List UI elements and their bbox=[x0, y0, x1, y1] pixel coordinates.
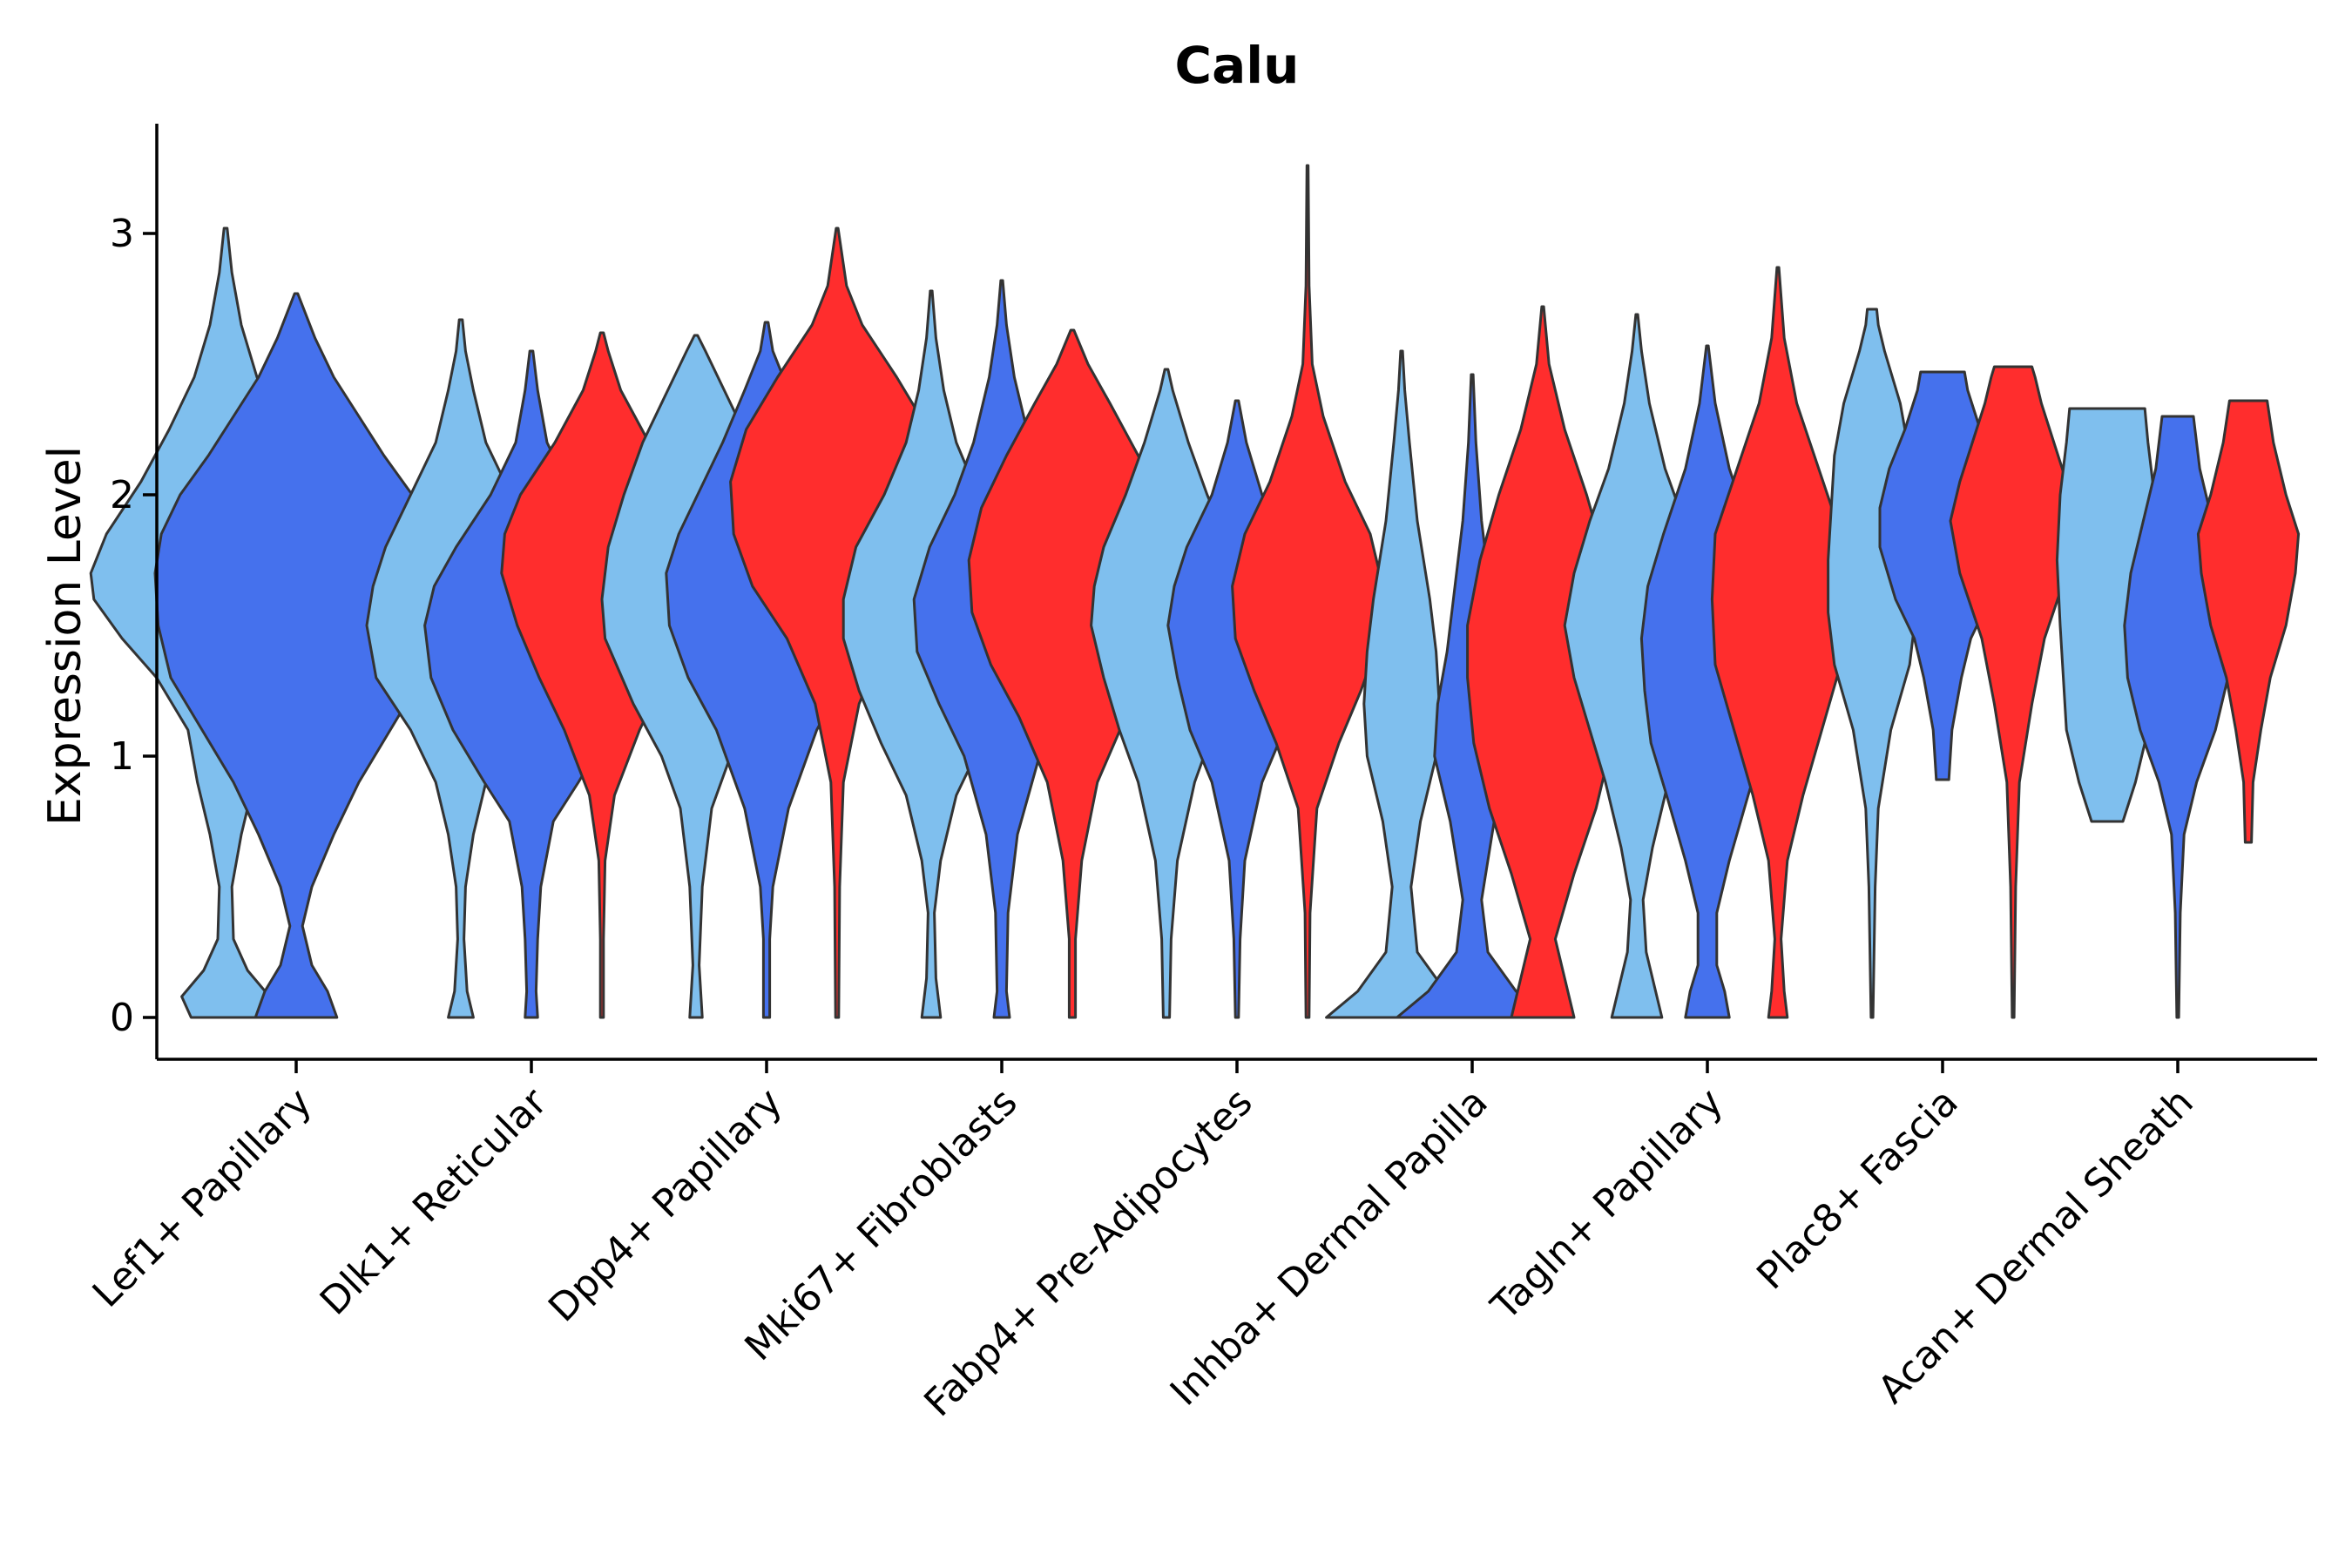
violin-plac8-fascia-s1 bbox=[1827, 308, 1917, 1019]
x-tick-label: Lef1+ Papillary bbox=[84, 1080, 321, 1316]
violin-plac8-fascia-s3 bbox=[1949, 365, 2078, 1019]
violin-fabp4-pre-adipocytes-s3 bbox=[1231, 164, 1384, 1019]
x-tick-label: Plac8+ Fascia bbox=[1748, 1080, 1967, 1299]
x-tick-label: Dlk1+ Reticular bbox=[312, 1079, 557, 1324]
violin-acan-dermal-sheath-s3 bbox=[2196, 399, 2301, 844]
x-tick-label: Dpp4+ Papillary bbox=[540, 1080, 791, 1331]
x-tick-label: Tagln+ Papillary bbox=[1483, 1080, 1732, 1329]
y-tick-label: 3 bbox=[110, 212, 134, 256]
violin-tagln-papillary-s3 bbox=[1710, 266, 1846, 1019]
violin-inhba-dermal-papilla-s1 bbox=[1325, 349, 1478, 1019]
violin-lef1-papillary-s2 bbox=[153, 292, 439, 1019]
violin-group bbox=[89, 164, 2301, 1019]
violin-inhba-dermal-papilla-s3 bbox=[1466, 305, 1619, 1019]
y-ticks: 0 1 2 3 bbox=[110, 212, 157, 1040]
chart-title: Calu bbox=[1175, 36, 1300, 95]
y-axis-label: Expression Level bbox=[39, 446, 91, 826]
y-tick-label: 1 bbox=[110, 734, 134, 779]
y-tick-label: 0 bbox=[110, 996, 134, 1040]
y-tick-label: 2 bbox=[110, 473, 134, 517]
